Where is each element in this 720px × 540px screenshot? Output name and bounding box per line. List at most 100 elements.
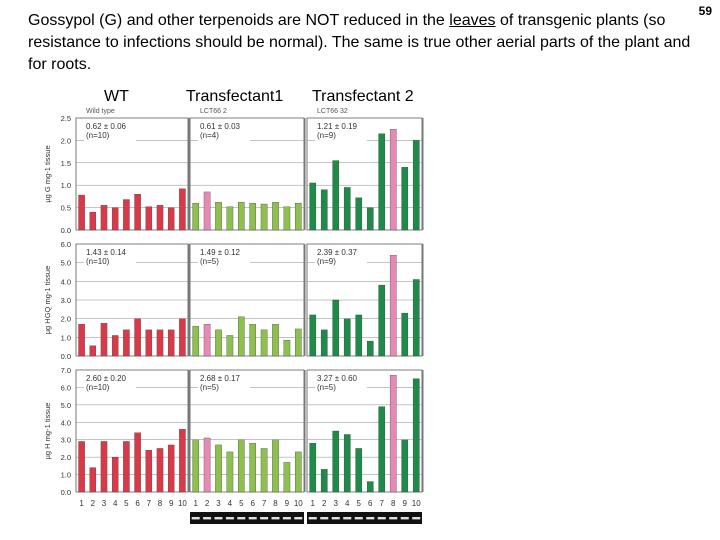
gel-band — [203, 517, 212, 520]
mean-annotation: 3.27 ± 0.60 — [317, 374, 358, 383]
annotation-bg — [198, 247, 250, 267]
bar-row2-panel2-2 — [203, 324, 211, 357]
bar-row2-panel1-9 — [167, 329, 175, 357]
gel-band — [294, 517, 303, 520]
bar-row3-panel3-7 — [378, 406, 386, 493]
gel-band — [412, 517, 421, 520]
gel-band — [191, 517, 200, 520]
bar-row3-panel3-5 — [355, 448, 363, 493]
bar-row2-panel2-7 — [260, 329, 268, 357]
x-tick-label: 2 — [322, 499, 327, 508]
y-tick-label: 2.0 — [61, 315, 71, 324]
bar-row2-panel2-4 — [226, 335, 234, 357]
y-axis-label: µg H mg-1 tissue — [43, 403, 52, 460]
slide-text-underlined: leaves — [449, 12, 496, 29]
annotation-bg — [84, 121, 136, 141]
bar-row3-panel2-8 — [272, 439, 279, 493]
bar-row1-panel2-10 — [295, 202, 302, 231]
x-tick-label: 5 — [357, 499, 362, 508]
bar-row3-panel3-3 — [332, 430, 340, 493]
bar-row1-panel3-4 — [343, 187, 351, 231]
bar-row3-panel1-3 — [100, 441, 108, 493]
annotation-bg — [84, 247, 136, 267]
bar-row3-panel2-5 — [238, 439, 245, 493]
y-tick-label: 7.0 — [61, 366, 71, 375]
bar-row1-panel1-5 — [123, 199, 130, 231]
annotation-bg — [198, 373, 250, 393]
mean-annotation: 0.61 ± 0.03 — [200, 122, 241, 131]
bar-row2-panel2-6 — [249, 324, 256, 357]
y-tick-label: 2.0 — [61, 453, 71, 462]
bar-row1-panel2-3 — [215, 202, 222, 231]
x-tick-label: 3 — [102, 499, 107, 508]
bar-row2-panel2-9 — [283, 339, 291, 357]
gel-band — [237, 517, 246, 520]
y-tick-label: 3.0 — [61, 436, 71, 445]
n-annotation: (n=9) — [317, 257, 336, 266]
gel-band — [260, 517, 269, 520]
x-tick-label: 6 — [250, 499, 255, 508]
mean-annotation: 1.21 ± 0.19 — [317, 122, 358, 131]
y-tick-label: 0.5 — [61, 204, 71, 213]
bar-row1-panel1-3 — [100, 205, 108, 231]
y-tick-label: 4.0 — [61, 277, 71, 286]
bar-row1-panel2-8 — [272, 202, 279, 231]
annotation-bg — [315, 247, 367, 267]
x-tick-label: 4 — [345, 499, 350, 508]
x-tick-label: 3 — [334, 499, 339, 508]
bar-row3-panel2-6 — [249, 443, 256, 493]
x-tick-label: 8 — [391, 499, 396, 508]
bar-row3-panel3-10 — [412, 378, 420, 493]
gel-band — [400, 517, 409, 520]
bar-row2-panel3-10 — [412, 279, 420, 357]
bar-row2-panel1-10 — [179, 318, 186, 357]
y-tick-label: 0.0 — [61, 488, 71, 497]
gel-band — [389, 517, 398, 520]
x-tick-label: 5 — [124, 499, 129, 508]
slide-text-before: Gossypol (G) and other terpenoids are NO… — [28, 12, 450, 29]
mean-annotation: 0.62 ± 0.06 — [86, 122, 127, 131]
bar-row1-panel1-7 — [145, 206, 153, 231]
page-number: 59 — [698, 4, 712, 18]
y-tick-label: 1.0 — [61, 471, 71, 480]
n-annotation: (n=5) — [317, 383, 336, 392]
bar-row1-panel3-6 — [366, 207, 374, 231]
mean-annotation: 1.49 ± 0.12 — [200, 248, 241, 257]
n-annotation: (n=5) — [200, 257, 219, 266]
bar-row1-panel1-2 — [89, 211, 97, 231]
bar-row1-panel1-8 — [156, 205, 164, 231]
annotation-bg — [315, 121, 367, 141]
x-tick-label: 6 — [135, 499, 140, 508]
n-annotation: (n=9) — [317, 131, 336, 140]
bar-row1-panel1-1 — [78, 194, 85, 231]
bar-row1-panel3-1 — [309, 182, 317, 231]
gel-strip-2 — [307, 512, 422, 524]
gel-band — [354, 517, 363, 520]
bar-row1-panel3-2 — [320, 189, 328, 231]
bar-row3-panel1-7 — [145, 450, 153, 493]
bar-row2-panel2-3 — [215, 329, 222, 357]
bar-row1-panel2-7 — [260, 203, 268, 231]
x-tick-label: 9 — [169, 499, 174, 508]
column-header-3: LCT66 32 — [317, 108, 348, 115]
bar-row1-panel3-3 — [332, 160, 340, 231]
bar-row1-panel1-10 — [179, 188, 186, 231]
mean-annotation: 2.39 ± 0.37 — [317, 248, 358, 257]
bar-row2-panel2-5 — [238, 316, 245, 357]
x-tick-label: 7 — [380, 499, 385, 508]
y-tick-label: 1.0 — [61, 181, 71, 190]
y-tick-label: 3.0 — [61, 296, 71, 305]
bar-row3-panel3-4 — [343, 434, 351, 493]
x-tick-label: 10 — [294, 499, 303, 508]
gel-band — [248, 517, 257, 520]
bar-row3-panel2-4 — [226, 451, 234, 493]
gel-strip-1 — [190, 512, 304, 524]
bar-row1-panel2-1 — [192, 202, 199, 231]
bar-row2-panel1-5 — [123, 329, 130, 357]
gel-band — [271, 517, 280, 520]
bar-row3-panel2-7 — [260, 448, 268, 493]
n-annotation: (n=4) — [200, 131, 219, 140]
column-header-1: Wild type — [86, 108, 115, 115]
y-tick-label: 0.0 — [61, 226, 71, 235]
bar-row2-panel3-4 — [343, 318, 351, 357]
